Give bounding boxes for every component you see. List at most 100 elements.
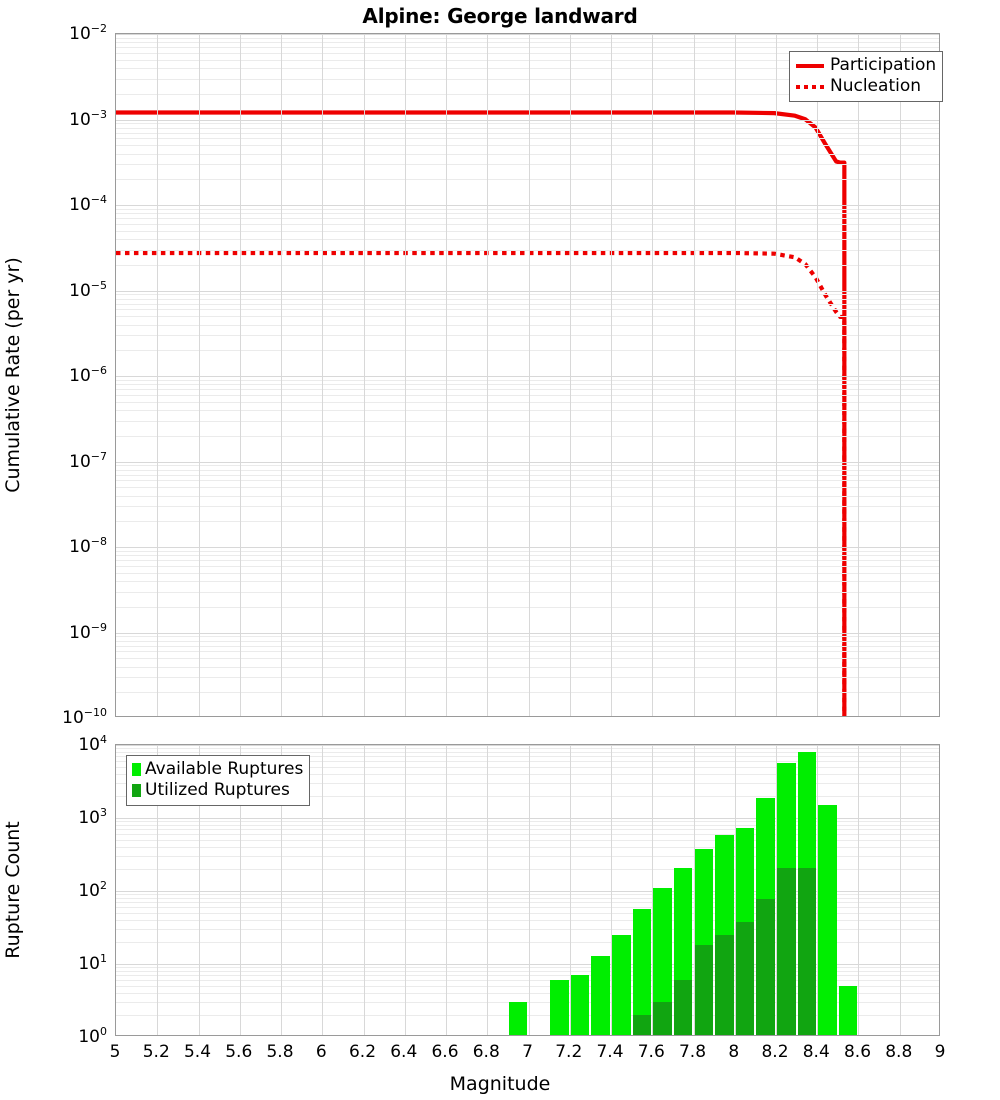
x-axis-tick-label: 6.4 (390, 1042, 418, 1062)
gridline-horizontal (116, 633, 939, 634)
gridline-horizontal-minor (116, 869, 939, 870)
gridline-horizontal-minor (116, 380, 939, 381)
x-axis-tick-label: 7.4 (596, 1042, 624, 1062)
y-axis-tick-label: 102 (78, 879, 107, 901)
gridline-vertical (281, 745, 282, 1035)
gridline-vertical (735, 34, 736, 716)
x-axis-tick-label: 5.8 (266, 1042, 294, 1062)
gridline-horizontal-minor (116, 316, 939, 317)
gridline-horizontal-minor (116, 465, 939, 466)
gridline-horizontal-minor (116, 470, 939, 471)
bar-available-ruptures (838, 986, 858, 1035)
x-axis-tick-label: 8.4 (802, 1042, 830, 1062)
gridline-horizontal-minor (116, 986, 939, 987)
gridline-horizontal-minor (116, 641, 939, 642)
legend-label: Available Ruptures (145, 759, 304, 779)
bar-utilized-ruptures (632, 1015, 652, 1035)
gridline-vertical (364, 745, 365, 1035)
gridline-horizontal-minor (116, 840, 939, 841)
gridline-vertical (817, 745, 818, 1035)
rupture-legend: Available Ruptures Utilized Ruptures (126, 755, 311, 806)
gridline-vertical (900, 34, 901, 716)
bar-available-ruptures (570, 975, 590, 1035)
gridline-horizontal-minor (116, 521, 939, 522)
legend-row: Nucleation (795, 76, 936, 97)
gridline-horizontal-minor (116, 325, 939, 326)
x-axis-tick-label: 9 (934, 1042, 946, 1062)
gridline-horizontal-minor (116, 42, 939, 43)
gridline-horizontal-minor (116, 224, 939, 225)
gridline-vertical (281, 34, 282, 716)
gridline-vertical (570, 745, 571, 1035)
gridline-horizontal-minor (116, 551, 939, 552)
x-axis-tick-label: 7 (522, 1042, 533, 1062)
x-axis-tick-label: 7.2 (555, 1042, 583, 1062)
gridline-horizontal-minor (116, 566, 939, 567)
x-axis-tick-label: 7.8 (678, 1042, 707, 1062)
cumulative-rate-plot (115, 33, 940, 717)
gridline-horizontal (116, 818, 939, 819)
gridline-vertical (446, 745, 447, 1035)
gridline-horizontal-minor (116, 581, 939, 582)
gridline-horizontal-minor (116, 239, 939, 240)
bar-available-ruptures (653, 888, 672, 1035)
gridline-horizontal-minor (116, 796, 939, 797)
x-axis-tick-label: 6.8 (472, 1042, 500, 1062)
legend-swatch-icon (132, 784, 141, 797)
gridline-vertical (240, 745, 241, 1035)
bar-available-ruptures (550, 980, 569, 1035)
gridline-horizontal-minor (116, 783, 939, 784)
gridline-vertical (322, 745, 323, 1035)
gridline-horizontal-minor (116, 294, 939, 295)
gridline-horizontal-minor (116, 209, 939, 210)
y-axis-tick-label: 10−5 (69, 278, 107, 301)
gridline-horizontal-minor (116, 38, 939, 39)
gridline-vertical (817, 34, 818, 716)
gridline-horizontal-minor (116, 410, 939, 411)
x-axis-tick-label: 5 (109, 1042, 121, 1062)
gridline-horizontal-minor (116, 350, 939, 351)
gridline-horizontal-minor (116, 573, 939, 574)
top-axis-y-label: Cumulative Rate (per yr) (2, 257, 24, 493)
gridline-horizontal (116, 376, 939, 377)
rate-curves (116, 110, 847, 716)
y-axis-tick-label: 10−4 (69, 193, 107, 215)
gridline-horizontal-minor (116, 993, 939, 994)
gridline-horizontal-minor (116, 756, 939, 757)
gridline-vertical (322, 34, 323, 716)
series-line-participation (116, 110, 847, 716)
gridline-horizontal-minor (116, 1002, 939, 1003)
gridline-vertical (570, 34, 571, 716)
gridline-vertical (652, 745, 653, 1035)
gridline-horizontal (116, 291, 939, 292)
gridline-horizontal (116, 34, 939, 35)
gridline-vertical (405, 745, 406, 1035)
gridline-horizontal-minor (116, 920, 939, 921)
gridline-horizontal-minor (116, 496, 939, 497)
gridline-horizontal-minor (116, 929, 939, 930)
gridline-horizontal-minor (116, 299, 939, 300)
y-axis-tick-label: 10−8 (69, 535, 107, 557)
legend-label: Participation (830, 55, 937, 75)
gridline-horizontal-minor (116, 825, 939, 826)
legend-row: Available Ruptures (132, 759, 303, 780)
gridline-horizontal (116, 205, 939, 206)
y-axis-tick-label: 103 (78, 806, 107, 828)
bar-available-ruptures (508, 1002, 528, 1035)
gridline-vertical (157, 34, 158, 716)
bar-utilized-ruptures (653, 1002, 672, 1035)
gridline-horizontal-minor (116, 402, 939, 403)
gridline-horizontal-minor (116, 335, 939, 336)
gridline-horizontal-minor (116, 967, 939, 968)
gridline-vertical (652, 34, 653, 716)
bottom-axis-y-label: Rupture Count (2, 821, 24, 959)
x-axis-tick-label: 5.2 (142, 1042, 170, 1062)
gridline-horizontal-minor (116, 304, 939, 305)
gridline-horizontal-minor (116, 646, 939, 647)
gridline-horizontal (116, 891, 939, 892)
gridline-horizontal-minor (116, 752, 939, 753)
gridline-horizontal-minor (116, 847, 939, 848)
gridline-horizontal-minor (116, 692, 939, 693)
legend-row: Utilized Ruptures (132, 780, 303, 801)
